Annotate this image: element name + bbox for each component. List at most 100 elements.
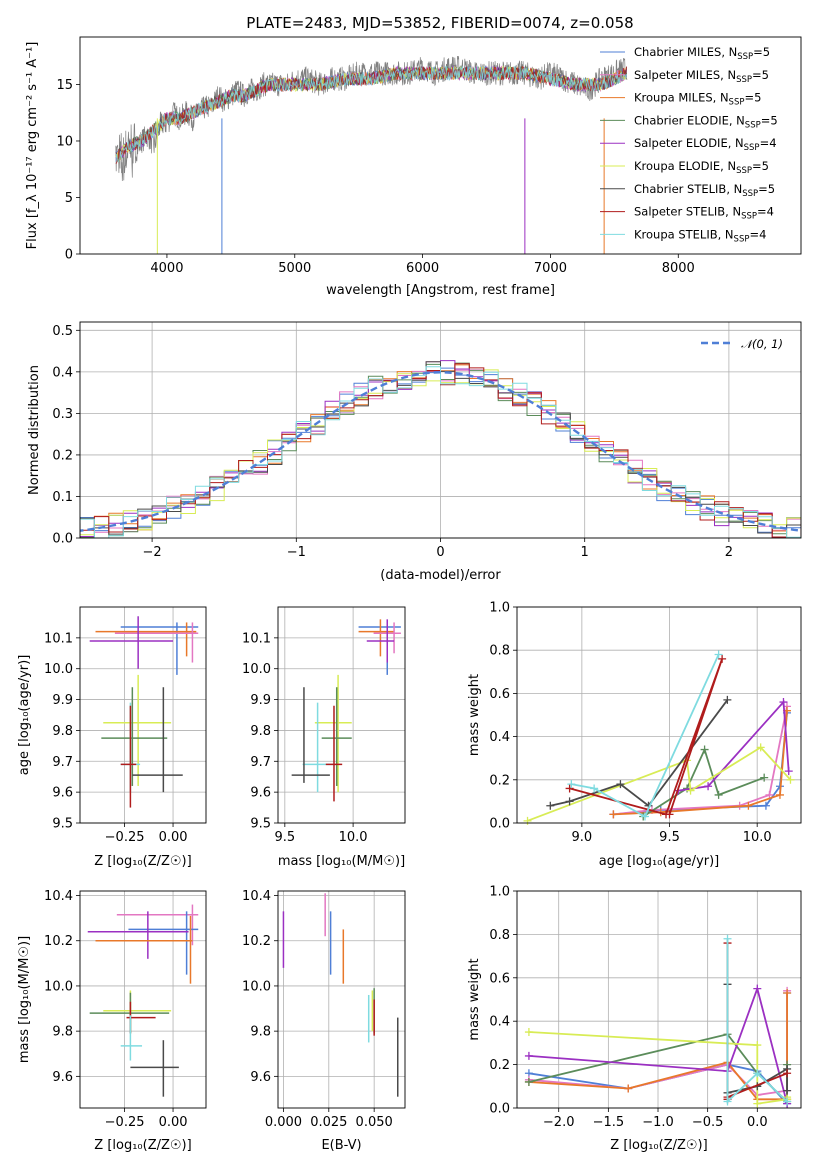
legend-label: Salpeter ELODIE, NSSP=4: [634, 136, 777, 153]
weight-marker: [779, 698, 788, 707]
x-tick-label: 10.0: [743, 830, 772, 845]
x-tick-label: 2: [725, 545, 733, 560]
weight-marker: [700, 745, 709, 754]
age_vs_Z-xlabel: Z [log₁₀(Z/Z☉)]: [94, 854, 191, 869]
weight-marker: [744, 801, 753, 810]
mass_vs_Z-points: [87, 904, 199, 1097]
weight-marker: [783, 1069, 792, 1078]
legend-label: Kroupa STELIB, NSSP=4: [634, 227, 766, 244]
weight-line: [528, 985, 788, 1104]
x-tick-label: −1.0: [642, 1115, 674, 1130]
x-tick-label: 9.5: [274, 830, 295, 845]
weight-marker: [753, 984, 762, 993]
residuals-frame: [79, 321, 802, 539]
x-tick-label: 0.00: [159, 1115, 188, 1130]
x-tick-label: 9.5: [659, 830, 680, 845]
mass_vs_Z-frame: [79, 890, 207, 1109]
y-tick-label: 9.9: [52, 693, 73, 708]
weight-marker: [546, 801, 555, 810]
x-tick-label: 0: [436, 545, 444, 560]
y-tick-label: 10.2: [44, 934, 73, 949]
y-tick-label: 0.2: [52, 448, 73, 463]
histogram-group: [80, 360, 801, 538]
x-tick-label: 10.0: [339, 830, 368, 845]
x-tick-label: −1.5: [593, 1115, 625, 1130]
y-tick-label: 9.6: [250, 1070, 271, 1085]
weight-marker: [624, 1084, 633, 1093]
weight_vs_age-xlabel: age [log₁₀(age/yr)]: [599, 854, 720, 869]
y-tick-label: 15: [56, 78, 73, 93]
y-tick-label: 9.9: [250, 693, 271, 708]
y-tick-label: 0.8: [489, 644, 510, 659]
x-tick-label: 0.000: [265, 1115, 302, 1130]
y-tick-label: 0.8: [489, 928, 510, 943]
residuals-ylabel: Normed distribution: [27, 365, 42, 495]
y-tick-label: 10.1: [44, 631, 73, 646]
weight_vs_Z-axes: 0.0 0.2 0.4 0.6 0.8 1.0 −2.0 −1.5 −1.0 −0.5 0.0: [489, 885, 801, 1130]
weight-marker: [753, 1069, 762, 1078]
weight-marker: [753, 1041, 762, 1050]
x-tick-label: 1: [581, 545, 589, 560]
x-tick-label: 4000: [150, 261, 183, 276]
weight_vs_Z-frame: [516, 890, 802, 1109]
x-tick-label: −1: [287, 545, 306, 560]
x-tick-label: 9.0: [572, 830, 593, 845]
residuals-xlabel: (data-model)/error: [380, 568, 501, 583]
y-tick-label: 0.0: [52, 532, 73, 547]
mass_vs_Z-xlabel: Z [log₁₀(Z/Z☉)]: [94, 1138, 191, 1153]
weight-marker: [714, 790, 723, 799]
weight-marker: [567, 780, 576, 789]
weight-marker: [616, 780, 625, 789]
y-tick-label: 0.4: [489, 1015, 510, 1030]
x-tick-label: 0.00: [159, 830, 188, 845]
x-tick-label: 6000: [406, 261, 439, 276]
x-tick-label: −2: [143, 545, 162, 560]
weight-marker: [565, 797, 574, 806]
mass_vs_Z-axes: 9.6 9.8 10.0 10.2 10.4 −0.25 0.00: [44, 889, 206, 1130]
x-tick-label: 5000: [278, 261, 311, 276]
y-tick-label: 0.6: [489, 687, 510, 702]
y-tick-label: 0.0: [489, 817, 510, 832]
weight-marker: [723, 934, 732, 943]
mass_vs_Z-ylabel: mass [log₁₀(M/M☉)]: [17, 936, 32, 1063]
weight-marker: [723, 695, 732, 704]
y-tick-label: 1.0: [489, 601, 510, 616]
weight-marker: [760, 773, 769, 782]
weight-marker: [590, 784, 599, 793]
model-spectrum-line: [115, 65, 627, 162]
weight-marker: [609, 810, 618, 819]
x-tick-label: −0.25: [105, 830, 145, 845]
weight-marker: [718, 654, 727, 663]
x-tick-label: 0.025: [310, 1115, 347, 1130]
weight-marker: [704, 782, 713, 791]
y-tick-label: 10.2: [242, 934, 271, 949]
y-tick-label: 0: [65, 248, 73, 263]
y-tick-label: 0.2: [489, 1058, 510, 1073]
legend-label: Chabrier MILES, NSSP=5: [634, 45, 770, 62]
y-tick-label: 0.5: [52, 324, 73, 339]
weight-marker: [775, 790, 784, 799]
y-tick-label: 0.6: [489, 971, 510, 986]
legend-label: Kroupa ELODIE, NSSP=5: [634, 159, 769, 176]
legend-label: Salpeter MILES, NSSP=5: [634, 68, 769, 85]
spectrum-title: PLATE=2483, MJD=53852, FIBERID=0074, z=0…: [246, 14, 633, 32]
y-tick-label: 10.0: [44, 979, 73, 994]
y-tick-label: 0.0: [489, 1102, 510, 1117]
y-tick-label: 0.3: [52, 407, 73, 422]
x-tick-label: 7000: [534, 261, 567, 276]
model-spectrum-line: [115, 65, 627, 163]
y-tick-label: 10.1: [242, 631, 271, 646]
spectrum-legend: Chabrier MILES, NSSP=5 Salpeter MILES, NS…: [600, 45, 778, 244]
weight_vs_Z-ylabel: mass weight: [467, 958, 482, 1040]
y-tick-label: 9.7: [52, 755, 73, 770]
legend-label: Salpeter STELIB, NSSP=4: [634, 205, 774, 222]
weight-marker: [753, 1099, 762, 1108]
age_vs_mass-points: [291, 619, 401, 802]
weight-marker: [524, 1028, 533, 1037]
weight-marker: [761, 801, 770, 810]
weight_vs_Z-xlabel: Z [log₁₀(Z/Z☉)]: [610, 1138, 707, 1153]
weight-marker: [756, 743, 765, 752]
weight-marker: [783, 1086, 792, 1095]
y-tick-label: 0.4: [489, 730, 510, 745]
weight-marker: [640, 812, 649, 821]
